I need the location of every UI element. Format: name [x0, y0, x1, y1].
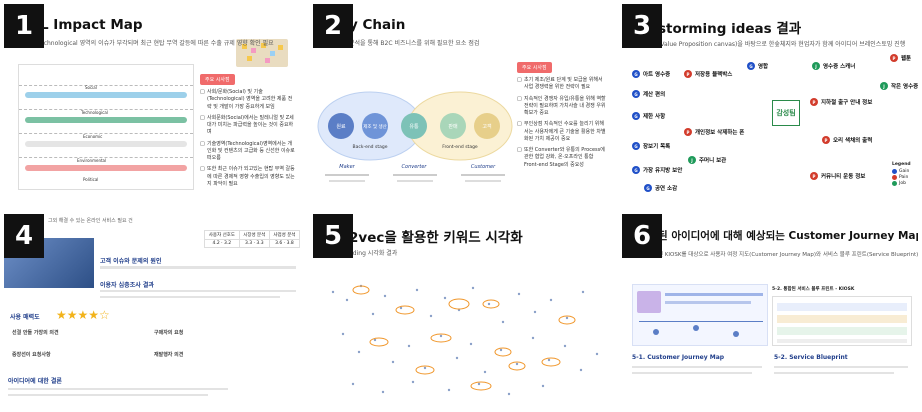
idea-node: P 개인정보 삭제하는 폰	[684, 128, 744, 136]
idea-node: P 저장용 블랙박스	[684, 70, 732, 78]
step-number: 2	[313, 4, 353, 48]
panel-title: 2vec을 활용한 키워드 시각화	[349, 230, 523, 246]
idea-node: G 공연 소감	[644, 184, 677, 192]
panel-title: storming ideas 결과	[658, 21, 802, 37]
insights-sidebar: 주요 시사점 초기 제조/원료 단계 및 보급을 위해서 사업 경쟁력을 위한 …	[517, 54, 607, 173]
score-cell: 3.6 · 3.8	[268, 239, 300, 248]
insight-bullet: 초기 제조/원료 단계 및 보급을 위해서 사업 경쟁력을 위한 전략이 필요	[517, 77, 607, 92]
legend-item: Job	[892, 181, 911, 186]
score-head: 시장성 분석	[238, 230, 270, 240]
opinion-item: 선결 안돌 가장의 의견	[12, 330, 59, 336]
panel-value-chain: 2 y Chain 분석을 통해 B2C 비즈니스를 위해 필요한 요소 점검 …	[313, 4, 609, 196]
legend-item: Pain	[892, 175, 911, 180]
panel-title: 된 아이디어에 대해 예상되는 Customer Journey Map과 Bl…	[658, 230, 918, 242]
score-table: 사용자 선호도 시장성 분석 사업성 분석 4.2 · 3.2 3.3 · 3.…	[204, 230, 300, 248]
team-stamp: 감성팀	[772, 100, 800, 126]
back-end-label: Back-end stage	[353, 144, 388, 150]
idea-node: P 웹툰	[890, 54, 911, 62]
panel-subtitle: dding 시각화 결과	[349, 250, 398, 257]
opinion-item: 중장선이 요청사항	[12, 352, 51, 358]
panel-brainstorming: 3 storming ideas 결과 (Value Proposition c…	[622, 4, 918, 196]
front-end-label: Front-end stage	[442, 144, 478, 150]
insight-bullet: 기술영역(Technological)영역에서는 개인화 및 컨텐츠의 고급화 …	[200, 141, 296, 163]
insight-bullet: 사회문화(Social)에서는 밀레니얼 및 Z세대가 미치는 파급력을 높이는…	[200, 115, 296, 137]
conclusion-title: 아이디어에 대한 결론	[8, 378, 62, 385]
stage-label: Customer	[471, 164, 496, 170]
panel-evaluation: 4 그외 해결 수 있는 온라인 서비스 필요 건 사용자 선호도 시장성 분석…	[4, 214, 300, 406]
stage-circle-label: 원료	[336, 123, 346, 130]
idea-node: J 주머니 보관	[688, 156, 726, 164]
lane-label: Environmental	[77, 158, 107, 163]
step-number: 1	[4, 4, 44, 48]
score-cell: 4.2 · 3.2	[204, 239, 240, 248]
panel-impact-map: 1 L Impact Map echnological 영역의 이슈가 부각되며…	[4, 4, 300, 196]
insight-bullet: 사회/문화(Social) 및 기술(Technological) 영역을 고려…	[200, 89, 296, 111]
value-chain-diagram: 원료 제조 및 생산 유통 판매 고객 Back-end stage Front…	[317, 91, 513, 182]
opinion-item: 구매자의 요청	[154, 330, 184, 336]
score-cell: 3.3 · 3.3	[238, 239, 270, 248]
impact-map-diagram: Social Technological Economic Environmen…	[18, 64, 194, 190]
blueprint-inner-title: 5-2. 통합된 서비스 블루 프린트 - KIOSK	[772, 287, 855, 292]
idea-node: G 제한 사항	[632, 112, 665, 120]
insight-tag: 주요 시사점	[517, 62, 552, 73]
idea-node: J 작은 영수증	[880, 82, 918, 90]
stage-circle-label: 유통	[409, 124, 419, 130]
idea-node: J 영수증 스캐너	[812, 62, 855, 70]
idea-node: G 계산 편의	[632, 90, 665, 98]
lane-label: Social	[85, 85, 97, 90]
insight-tag: 주요 시사점	[200, 74, 235, 85]
lane-label: Technological	[81, 110, 108, 115]
lane-label: Political	[83, 177, 99, 182]
stage-circle-label: 판매	[448, 123, 458, 130]
header-text: 그외 해결 수 있는 온라인 서비스 필요 건	[48, 218, 133, 224]
insight-bullet: 또한 Converter와 유통의 Process에 관한 협업 강화, 온·오…	[517, 147, 607, 169]
panel-subtitle: 된 KIOSK를 대상으로 사용자 여정 지도(Customer Journey…	[658, 252, 918, 258]
stage-label: Converter	[402, 164, 428, 170]
idea-node: P 커뮤니티 운동 정보	[810, 172, 865, 180]
stage-circle-label: 고객	[482, 123, 492, 130]
rating-label: 사용 매력도	[10, 314, 40, 321]
blueprint-image	[772, 296, 912, 346]
section-title: 고객 이슈와 문제의 원인	[100, 258, 162, 265]
idea-node: G 가장 유지방 보안	[632, 166, 682, 174]
idea-node: G 영합	[747, 62, 768, 70]
step-number: 3	[622, 4, 662, 48]
sticky-notes-photo	[236, 39, 288, 67]
idea-node: G 아트 영수증	[632, 70, 670, 78]
panel-subtitle: (Value Proposition canvas)을 바탕으로 한숲체지와 현…	[658, 41, 906, 48]
insight-bullet: 또한 최근 이슈가 되고있는 현탑 무역 갈등에 따른 경제적 영향 수출입의 …	[200, 166, 296, 188]
legend-title: Legend	[892, 162, 911, 167]
stage-circle-label: 제조 및 생산	[363, 123, 387, 130]
journey-map-image	[632, 284, 768, 346]
opinion-item: 재발행자 의견	[154, 352, 184, 358]
panel-journey-map: 6 된 아이디어에 대해 예상되는 Customer Journey Map과 …	[622, 214, 918, 406]
panel-subtitle: 분석을 통해 B2C 비즈니스를 위해 필요한 요소 점검	[349, 40, 480, 47]
idea-node: P 오리 색채의 출력	[822, 136, 872, 144]
step-number: 5	[313, 214, 353, 258]
stage-label: Maker	[339, 164, 355, 170]
lane-label: Economic	[83, 134, 103, 139]
caption-journey-map: 5-1. Customer Journey Map	[632, 354, 725, 361]
insight-bullet: 무인상점 지속적인 수요를 늘리기 위해서는 사용자에게 큰 기술을 활용한 차…	[517, 121, 607, 143]
insight-bullet: 지속적인 경쟁자 유입/유통을 위해 역할 전략이 필요하며 가치사슬 내 경쟁…	[517, 96, 607, 118]
keyword-scatter-plot	[331, 284, 599, 396]
section-title: 이용자 심층조사 결과	[100, 282, 154, 289]
idea-node: P 지하철 출구 안내 정보	[810, 98, 872, 106]
step-number: 6	[622, 214, 662, 258]
panel-title: L Impact Map	[40, 17, 143, 33]
star-rating: ★★★★☆	[56, 308, 110, 322]
legend: Legend Gain Pain Job	[892, 162, 911, 187]
step-number: 4	[4, 214, 44, 258]
score-head: 사용자 선호도	[204, 230, 240, 240]
caption-blueprint: 5-2. Service Blueprint	[774, 354, 848, 361]
panel-word2vec: 5 2vec을 활용한 키워드 시각화 dding 시각화 결과	[313, 214, 609, 406]
insights-sidebar: 주요 시사점 사회/문화(Social) 및 기술(Technological)…	[200, 66, 296, 192]
panel-title: y Chain	[349, 17, 406, 33]
legend-item: Gain	[892, 169, 911, 174]
idea-node: G 장보기 목록	[632, 142, 670, 150]
panel-subtitle: echnological 영역의 이슈가 부각되며 최근 현탑 무역 갈등에 따…	[40, 40, 274, 47]
score-head: 사업성 분석	[268, 230, 300, 240]
